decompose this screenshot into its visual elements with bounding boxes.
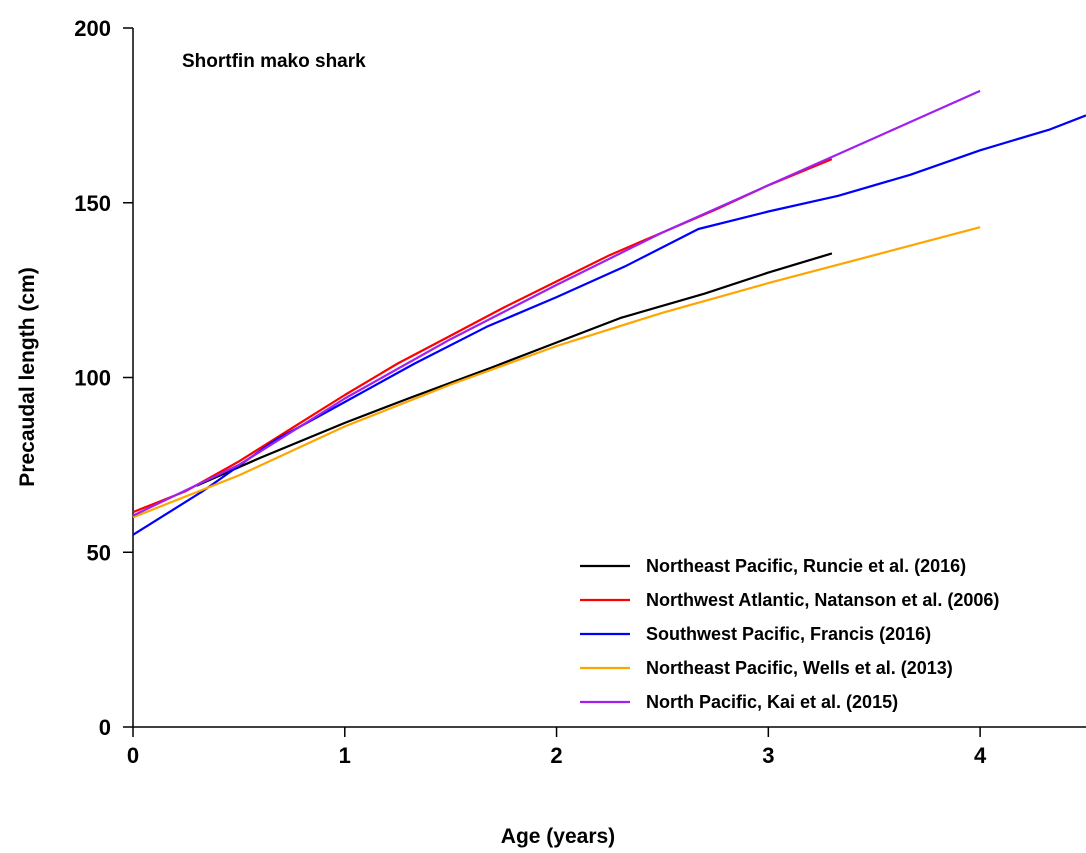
x-tick-label: 2 [550,743,562,768]
series-line-3 [132,114,1086,536]
series-line-2 [132,158,833,514]
y-tick-label: 100 [74,366,111,391]
y-tick-label: 50 [87,540,111,565]
axes: 0 50 100 150 200 0 1 2 3 4 [74,16,1086,768]
y-tick-label: 200 [74,16,111,41]
x-tick-label: 1 [339,743,351,768]
legend-label: Northwest Atlantic, Natanson et al. (200… [646,590,999,610]
legend-item: Northwest Atlantic, Natanson et al. (200… [580,590,999,610]
series-line-4 [132,226,981,519]
legend-item: North Pacific, Kai et al. (2015) [580,692,898,712]
y-tick-label: 0 [99,715,111,740]
x-axis-title: Age (years) [501,825,615,848]
legend-label: Northeast Pacific, Runcie et al. (2016) [646,556,966,576]
x-tick-label: 4 [974,743,987,768]
x-tick-label: 3 [762,743,774,768]
legend-item: Northeast Pacific, Runcie et al. (2016) [580,556,966,576]
series-line-1 [196,252,833,487]
legend: Northeast Pacific, Runcie et al. (2016) N… [580,556,999,712]
legend-label: North Pacific, Kai et al. (2015) [646,692,898,712]
plot-area [132,89,1086,536]
y-tick-label: 150 [74,191,111,216]
series-line-5 [132,89,981,517]
chart-title: Shortfin mako shark [182,51,366,72]
legend-label: Southwest Pacific, Francis (2016) [646,624,931,644]
legend-label: Northeast Pacific, Wells et al. (2013) [646,658,953,678]
legend-item: Northeast Pacific, Wells et al. (2013) [580,658,953,678]
y-axis-title: Precaudal length (cm) [16,267,39,486]
x-tick-label: 0 [127,743,139,768]
legend-item: Southwest Pacific, Francis (2016) [580,624,931,644]
